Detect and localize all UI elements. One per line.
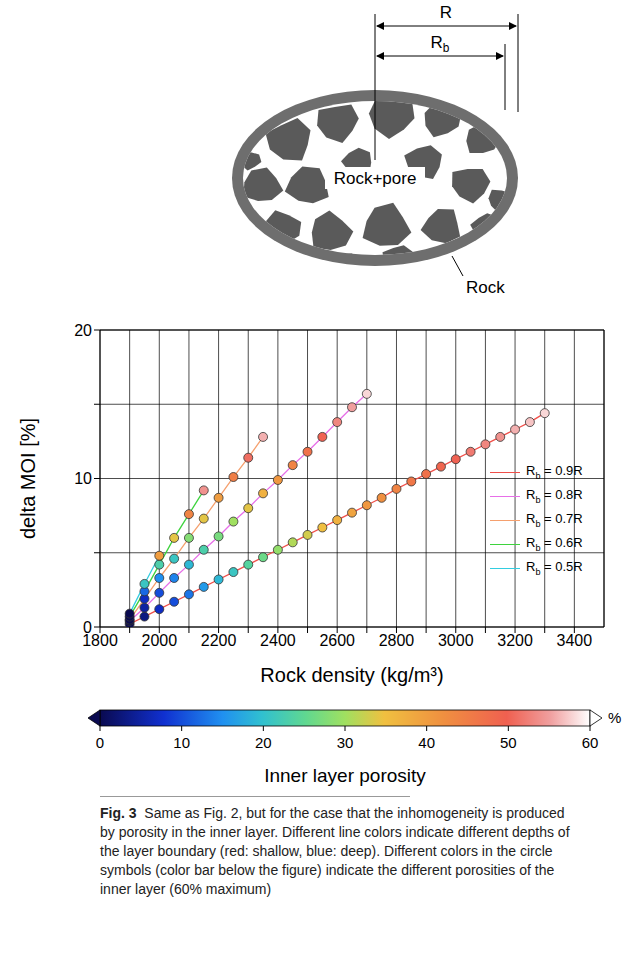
svg-text:10: 10 bbox=[74, 470, 92, 487]
svg-text:2400: 2400 bbox=[260, 632, 296, 649]
svg-text:Rock: Rock bbox=[466, 278, 505, 297]
svg-text:50: 50 bbox=[500, 734, 517, 751]
html-text:Rb= 0.6R: Rb= 0.6R bbox=[526, 535, 583, 553]
svg-text:2200: 2200 bbox=[201, 632, 237, 649]
svg-text:0: 0 bbox=[96, 734, 104, 751]
svg-text:Rock density (kg/m³): Rock density (kg/m³) bbox=[260, 664, 443, 686]
svg-text:%: % bbox=[608, 709, 621, 726]
svg-text:Inner layer porosity: Inner layer porosity bbox=[264, 765, 426, 786]
html-text:Rb= 0.9R: Rb= 0.9R bbox=[526, 463, 583, 481]
svg-text:3200: 3200 bbox=[497, 632, 533, 649]
svg-text:Rb: Rb bbox=[431, 33, 450, 55]
svg-text:3000: 3000 bbox=[438, 632, 474, 649]
svg-text:30: 30 bbox=[337, 734, 354, 751]
html-text:Rb= 0.5R: Rb= 0.5R bbox=[526, 559, 583, 577]
svg-text:2800: 2800 bbox=[379, 632, 415, 649]
html-text:Rb= 0.8R: Rb= 0.8R bbox=[526, 487, 583, 505]
svg-text:40: 40 bbox=[418, 734, 435, 751]
svg-text:2000: 2000 bbox=[141, 632, 177, 649]
svg-text:20: 20 bbox=[74, 322, 92, 339]
html-text:Rb= 0.7R: Rb= 0.7R bbox=[526, 511, 583, 529]
svg-text:3400: 3400 bbox=[557, 632, 593, 649]
svg-text:10: 10 bbox=[173, 734, 190, 751]
svg-text:20: 20 bbox=[255, 734, 272, 751]
html-text:Same as Fig. 2, but for the ca: Same as Fig. 2, but for the case that th… bbox=[100, 805, 570, 897]
svg-text:R: R bbox=[440, 3, 452, 22]
svg-text:0: 0 bbox=[83, 619, 92, 636]
svg-text:1800: 1800 bbox=[82, 632, 118, 650]
svg-text:60: 60 bbox=[582, 734, 599, 751]
svg-text:delta MOI [%]: delta MOI [%] bbox=[17, 418, 39, 539]
html-text:Fig. 3: Fig. 3 bbox=[100, 805, 137, 821]
svg-text:2600: 2600 bbox=[319, 632, 355, 649]
svg-text:Rock+pore: Rock+pore bbox=[334, 169, 417, 188]
